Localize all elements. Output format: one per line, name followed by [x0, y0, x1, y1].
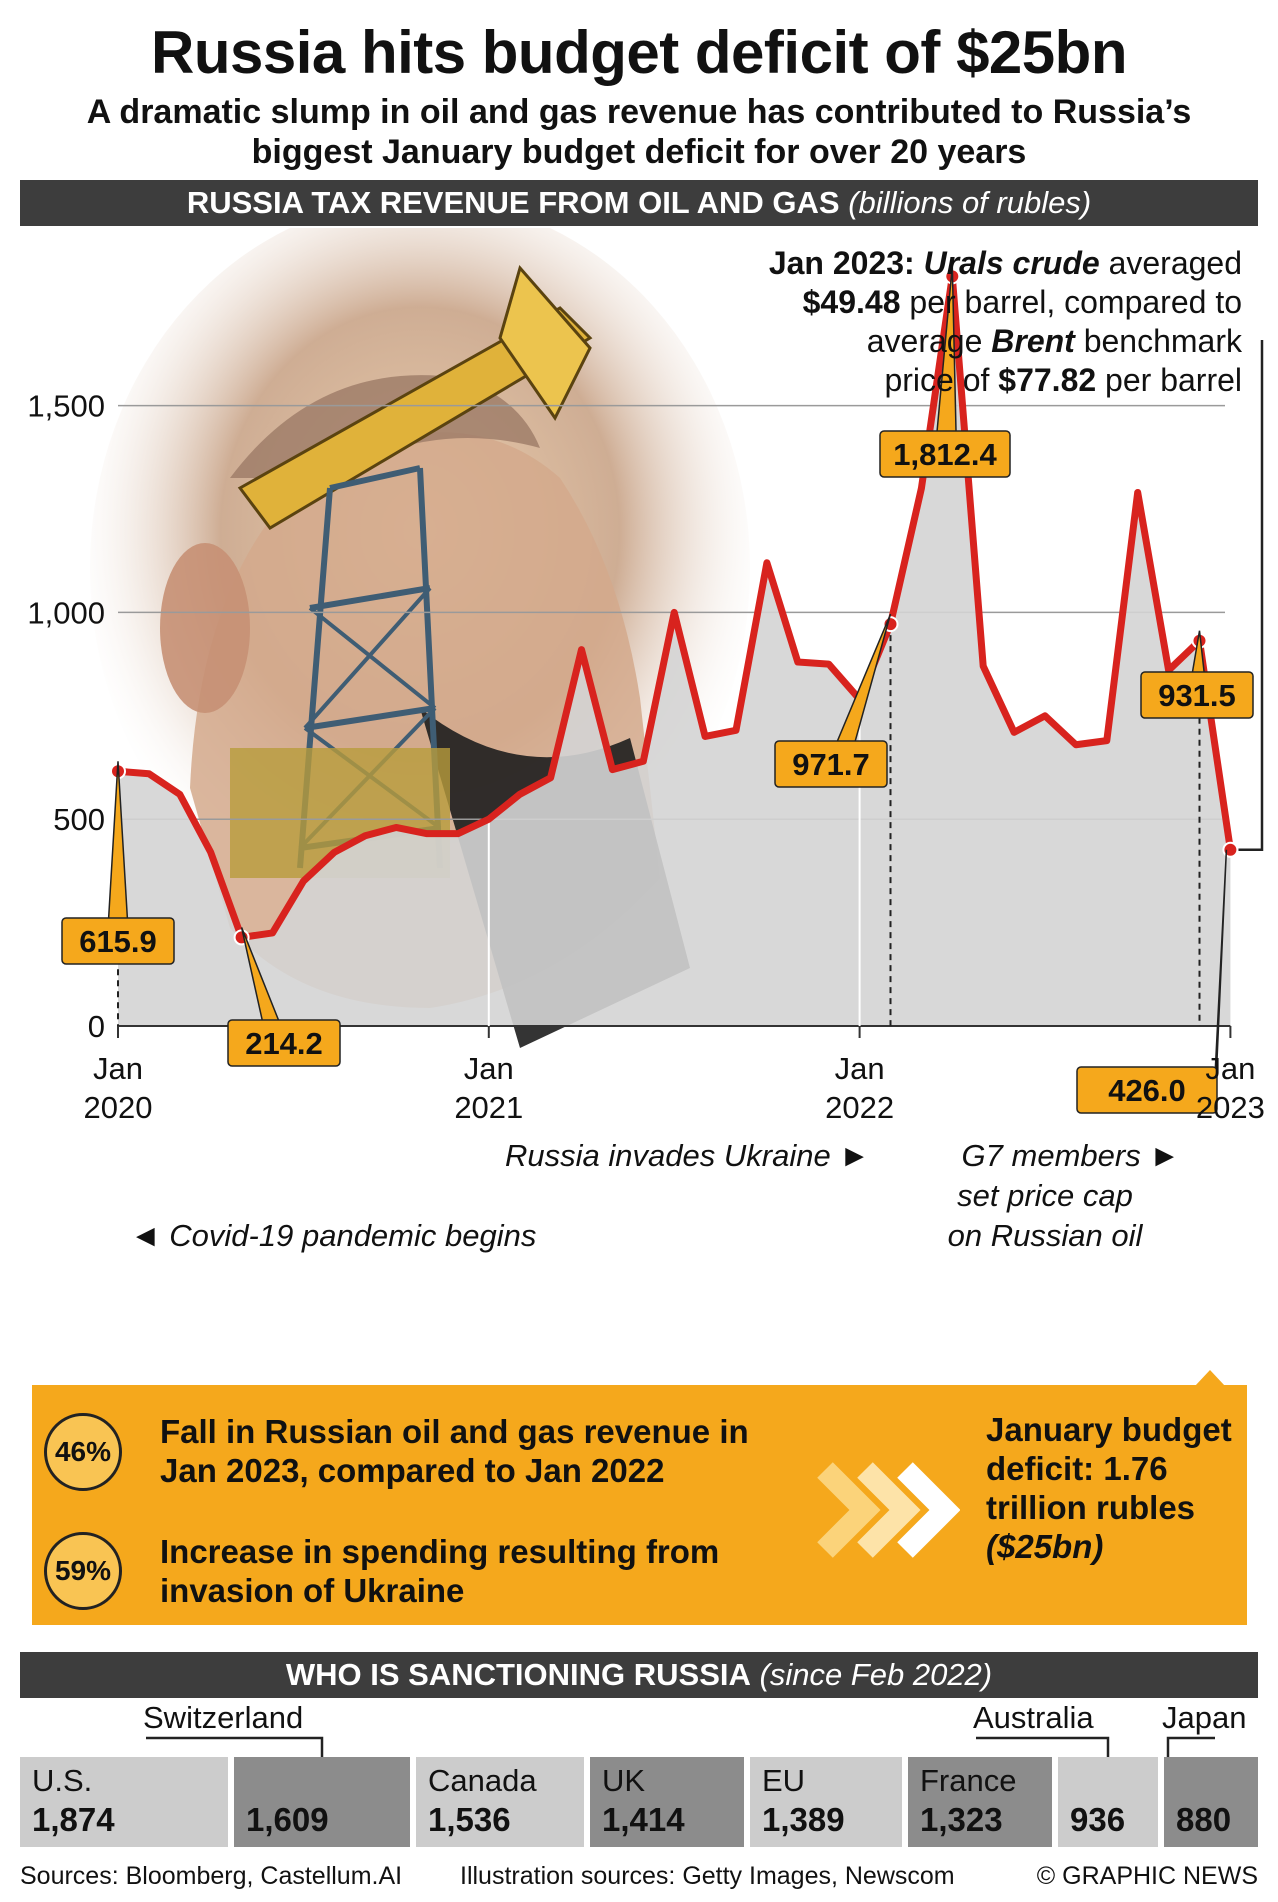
y-tick-label: 1,000: [27, 595, 105, 630]
country-name: U.S.: [32, 1763, 93, 1798]
data-label: 971.7: [792, 747, 870, 782]
chart-annotations: ◄ Covid-19 pandemic begins Russia invades…: [130, 1138, 1180, 1253]
x-tick-month: Jan: [464, 1051, 514, 1086]
chart-series: [110, 268, 1239, 946]
footer-sources: Sources: Bloomberg, Castellum.AI: [20, 1862, 403, 1890]
x-tick-year: 2020: [84, 1090, 153, 1125]
data-label: 615.9: [79, 924, 157, 959]
stats-panel: [32, 1385, 1247, 1625]
sanctions-title-bar: WHO IS SANCTIONING RUSSIA (since Feb 202…: [20, 1652, 1258, 1698]
annotation-g7: on Russian oil: [948, 1218, 1144, 1253]
footer-credit: © GRAPHIC NEWS: [1036, 1862, 1258, 1890]
chart-axis-ticks: 05001,0001,5002,000Jan2020Jan2021Jan2022…: [27, 389, 1265, 1125]
country-name: Canada: [428, 1763, 537, 1798]
footer-illustration: Illustration sources: Getty Images, News…: [460, 1862, 955, 1890]
data-label: 931.5: [1158, 678, 1236, 713]
x-tick-year: 2021: [454, 1090, 523, 1125]
x-tick-month: Jan: [93, 1051, 143, 1086]
label-box-fill: [230, 1052, 338, 1064]
label-connectors: [146, 1736, 1215, 1757]
sanction-tile-france: France 1,323: [908, 1757, 1052, 1847]
country-count: 1,609: [246, 1801, 329, 1838]
sanction-tile-japan: 880: [1164, 1757, 1258, 1847]
annotation-invasion: Russia invades Ukraine ►: [505, 1138, 870, 1173]
country-name: UK: [602, 1763, 646, 1798]
label-box-fill: [882, 463, 1008, 475]
chart-guides: [117, 340, 1264, 1026]
annotation-covid: ◄ Covid-19 pandemic begins: [130, 1218, 536, 1253]
price-note: Jan 2023: Urals crude averaged $49.48 pe…: [682, 244, 1242, 400]
country-count: 1,414: [602, 1801, 685, 1838]
sanction-tile-switzerland: 1,609: [234, 1757, 410, 1847]
note-text: average: [866, 323, 992, 359]
sanction-tile-us: U.S. 1,874: [20, 1757, 228, 1847]
country-name: France: [920, 1763, 1017, 1798]
stat2-text: Increase in spending resulting from inva…: [160, 1533, 720, 1609]
note-text: averaged: [1099, 245, 1242, 281]
annotation-g7: set price cap: [957, 1178, 1133, 1213]
note-brent-price: $77.82: [998, 362, 1097, 398]
annotation-g7: G7 members ►: [962, 1138, 1180, 1173]
chart-value-labels: 615.9 214.2 971.7 1,812.4 931.5 426.0: [61, 266, 1254, 1114]
japan-label: Japan: [1162, 1700, 1247, 1735]
note-urals: Urals crude: [923, 245, 1100, 281]
chart-title-unit: (billions of rubles): [848, 185, 1092, 220]
stat2-percent: 59%: [44, 1532, 122, 1610]
note-text: price of: [884, 362, 999, 398]
x-tick-month: Jan: [1205, 1051, 1255, 1086]
data-label: 214.2: [245, 1026, 323, 1061]
x-tick-year: 2023: [1196, 1090, 1265, 1125]
note-text: benchmark: [1074, 323, 1242, 359]
deficit-text: January budget deficit: 1.76 trillion ru…: [986, 1411, 1232, 1526]
note-text: per barrel: [1096, 362, 1242, 398]
note-leader: [1238, 340, 1264, 852]
stat1-percent: 46%: [44, 1413, 122, 1491]
data-label: 426.0: [1108, 1073, 1186, 1108]
country-count: 1,323: [920, 1801, 1003, 1838]
series-line: [117, 272, 1234, 941]
deficit-usd: ($25bn): [986, 1528, 1104, 1565]
chevrons-icon: [817, 1462, 960, 1558]
sanction-tile-australia: 936: [1058, 1757, 1158, 1847]
data-label: 1,812.4: [893, 437, 997, 472]
country-count: 1,874: [32, 1801, 115, 1838]
y-tick-label: 500: [53, 802, 105, 837]
label-box-fill: [777, 773, 885, 785]
country-name: EU: [762, 1763, 806, 1798]
australia-label: Australia: [973, 1700, 1094, 1735]
x-tick-month: Jan: [835, 1051, 885, 1086]
budget-deficit: January budget deficit: 1.76 trillion ru…: [986, 1410, 1246, 1566]
sanction-tile-canada: Canada 1,536: [416, 1757, 584, 1847]
page-subtitle: A dramatic slump in oil and gas revenue …: [86, 93, 1192, 171]
y-tick-label: 0: [88, 1009, 105, 1044]
country-count: 1,389: [762, 1801, 845, 1838]
note-brent: Brent: [991, 323, 1075, 359]
stat1-text: Fall in Russian oil and gas revenue in J…: [160, 1413, 749, 1489]
sanctions-title-unit: (since Feb 2022): [759, 1657, 993, 1692]
chart-title-bar: RUSSIA TAX REVENUE FROM OIL AND GAS (bil…: [20, 180, 1258, 226]
note-text: per barrel, compared to: [900, 284, 1242, 320]
chart-title: RUSSIA TAX REVENUE FROM OIL AND GAS: [186, 185, 840, 220]
label-box-fill: [1079, 1099, 1215, 1111]
switzerland-label: Switzerland: [143, 1700, 304, 1735]
note-urals-price: $49.48: [802, 284, 901, 320]
note-date: Jan 2023:: [768, 245, 924, 281]
label-box-fill: [64, 950, 172, 962]
sanctions-title: WHO IS SANCTIONING RUSSIA: [285, 1657, 751, 1692]
sanction-tile-uk: UK 1,414: [590, 1757, 744, 1847]
country-count: 880: [1176, 1801, 1232, 1838]
x-tick-year: 2022: [825, 1090, 894, 1125]
panel-pointer: [1195, 1370, 1225, 1386]
page-title: Russia hits budget deficit of $25bn: [151, 19, 1127, 86]
y-tick-label: 1,500: [27, 389, 105, 424]
sanction-tile-eu: EU 1,389: [750, 1757, 902, 1847]
label-box-fill: [1143, 704, 1251, 716]
revenue-chart: 615.9 214.2 971.7 1,812.4 931.5 426.0 0 500 1,0…: [27, 228, 1265, 1253]
country-count: 1,536: [428, 1801, 511, 1838]
country-count: 936: [1070, 1801, 1126, 1838]
